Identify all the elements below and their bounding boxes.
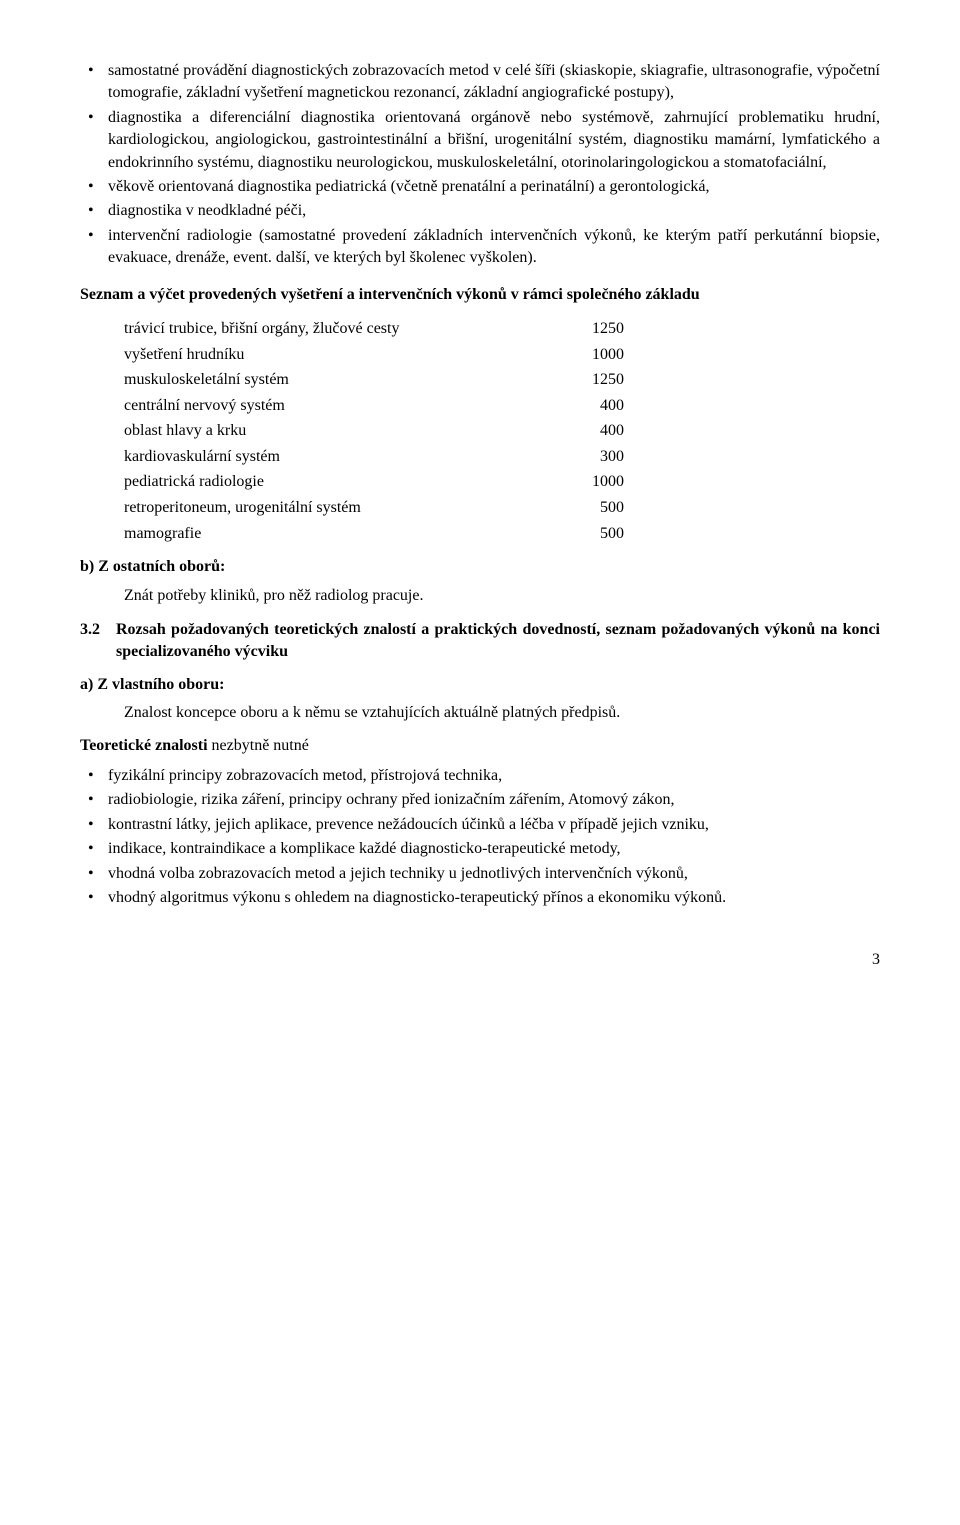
row-value: 500 bbox=[564, 495, 624, 521]
row-label: retroperitoneum, urogenitální systém bbox=[124, 495, 564, 521]
heading-teoreticke: Teoretické znalosti nezbytně nutné bbox=[80, 735, 880, 757]
para-b-ostatni: Znát potřeby kliniků, pro něž radiolog p… bbox=[80, 585, 880, 607]
list-item: kontrastní látky, jejich aplikace, preve… bbox=[80, 814, 880, 836]
table-row: retroperitoneum, urogenitální systém500 bbox=[124, 495, 880, 521]
list-item: samostatné provádění diagnostických zobr… bbox=[80, 60, 880, 105]
row-value: 500 bbox=[564, 521, 624, 547]
row-label: pediatrická radiologie bbox=[124, 469, 564, 495]
table-row: oblast hlavy a krku400 bbox=[124, 418, 880, 444]
table-row: kardiovaskulární systém300 bbox=[124, 444, 880, 470]
row-label: centrální nervový systém bbox=[124, 393, 564, 419]
para-a-vlastni: Znalost koncepce oboru a k němu se vztah… bbox=[80, 702, 880, 724]
row-label: mamografie bbox=[124, 521, 564, 547]
row-value: 1000 bbox=[564, 342, 624, 368]
row-value: 1000 bbox=[564, 469, 624, 495]
row-value: 1250 bbox=[564, 316, 624, 342]
row-value: 1250 bbox=[564, 367, 624, 393]
bullet-list-1: samostatné provádění diagnostických zobr… bbox=[80, 60, 880, 270]
exam-counts-table: trávicí trubice, břišní orgány, žlučové … bbox=[80, 316, 880, 546]
row-label: oblast hlavy a krku bbox=[124, 418, 564, 444]
heading-b-ostatni: b) Z ostatních oborů: bbox=[80, 556, 880, 578]
heading-3-2: 3.2 Rozsah požadovaných teoretických zna… bbox=[80, 619, 880, 664]
list-item: radiobiologie, rizika záření, principy o… bbox=[80, 789, 880, 811]
heading-teoreticke-suffix: nezbytně nutné bbox=[208, 737, 309, 754]
table-row: centrální nervový systém400 bbox=[124, 393, 880, 419]
row-label: vyšetření hrudníku bbox=[124, 342, 564, 368]
row-label: muskuloskeletální systém bbox=[124, 367, 564, 393]
row-label: kardiovaskulární systém bbox=[124, 444, 564, 470]
row-value: 400 bbox=[564, 418, 624, 444]
list-item: diagnostika v neodkladné péči, bbox=[80, 200, 880, 222]
heading-teoreticke-bold: Teoretické znalosti bbox=[80, 737, 208, 754]
page-number: 3 bbox=[80, 949, 880, 971]
list-item: diagnostika a diferenciální diagnostika … bbox=[80, 107, 880, 174]
list-item: indikace, kontraindikace a komplikace ka… bbox=[80, 838, 880, 860]
row-value: 400 bbox=[564, 393, 624, 419]
list-item: vhodná volba zobrazovacích metod a jejic… bbox=[80, 863, 880, 885]
row-value: 300 bbox=[564, 444, 624, 470]
section-heading-seznam: Seznam a výčet provedených vyšetření a i… bbox=[80, 284, 880, 306]
table-row: mamografie500 bbox=[124, 521, 880, 547]
bullet-list-2: fyzikální principy zobrazovacích metod, … bbox=[80, 765, 880, 909]
table-row: pediatrická radiologie1000 bbox=[124, 469, 880, 495]
heading-a-vlastni: a) Z vlastního oboru: bbox=[80, 674, 880, 696]
table-row: muskuloskeletální systém1250 bbox=[124, 367, 880, 393]
heading-3-2-text: Rozsah požadovaných teoretických znalost… bbox=[116, 619, 880, 664]
row-label: trávicí trubice, břišní orgány, žlučové … bbox=[124, 316, 564, 342]
list-item: věkově orientovaná diagnostika pediatric… bbox=[80, 176, 880, 198]
list-item: vhodný algoritmus výkonu s ohledem na di… bbox=[80, 887, 880, 909]
heading-3-2-number: 3.2 bbox=[80, 619, 116, 664]
list-item: fyzikální principy zobrazovacích metod, … bbox=[80, 765, 880, 787]
table-row: trávicí trubice, břišní orgány, žlučové … bbox=[124, 316, 880, 342]
table-row: vyšetření hrudníku1000 bbox=[124, 342, 880, 368]
list-item: intervenční radiologie (samostatné prove… bbox=[80, 225, 880, 270]
